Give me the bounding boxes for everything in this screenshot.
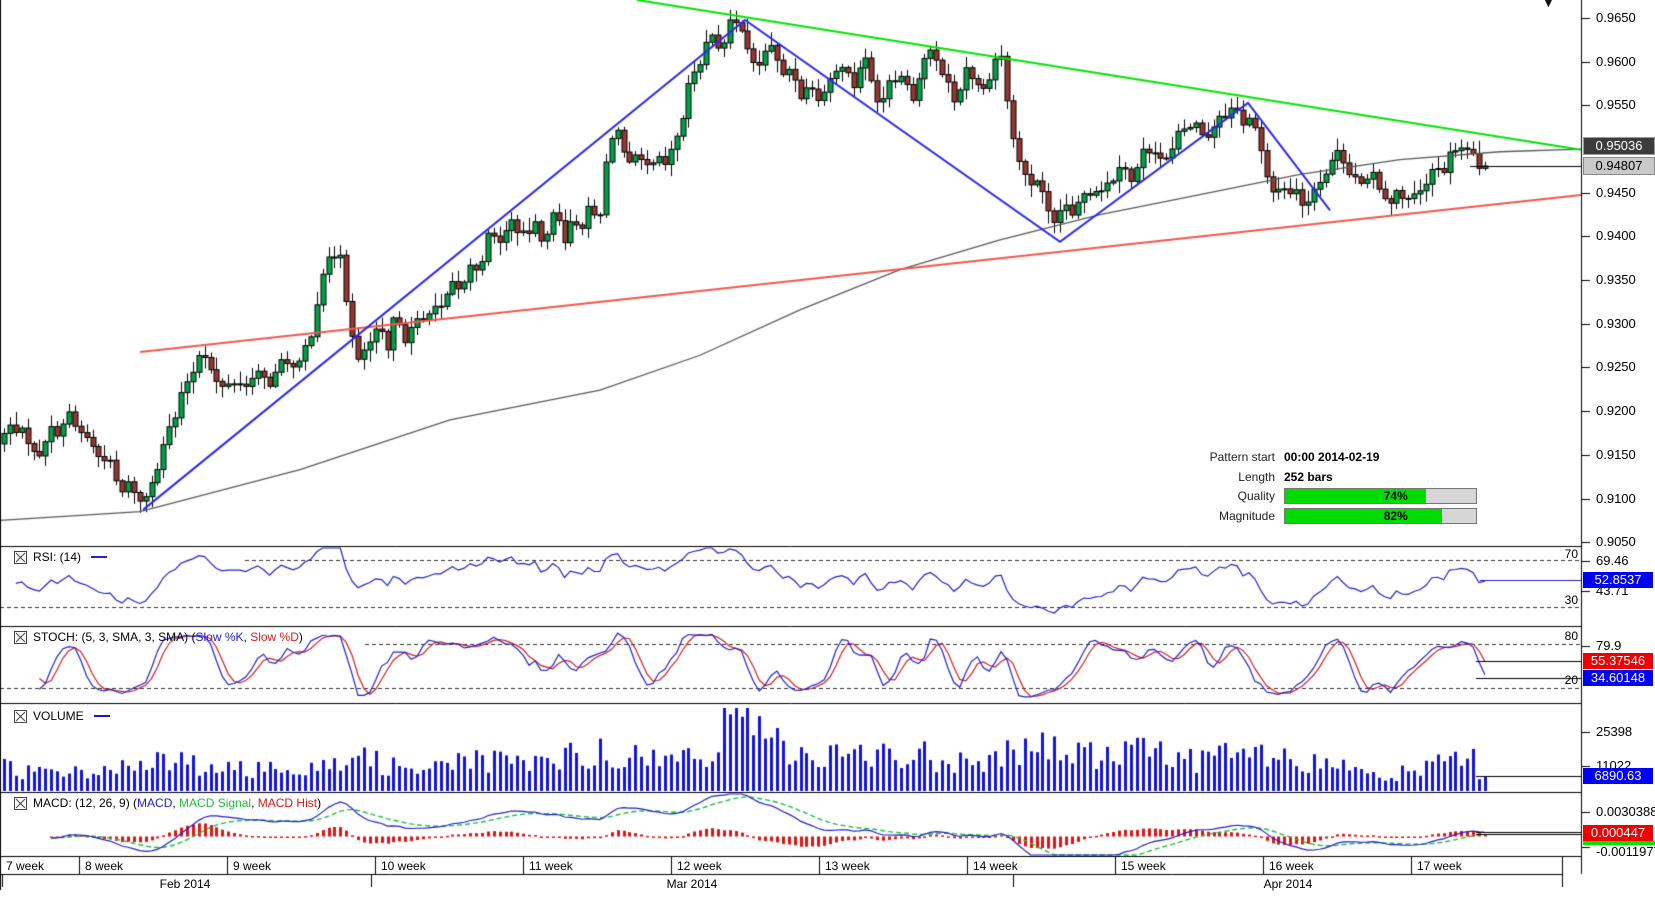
volume-value-badge: 6890.63: [1583, 768, 1653, 784]
stoch-d-badge: 55.37546: [1583, 653, 1653, 669]
pattern-quality-label: Quality: [1237, 489, 1275, 503]
week-label: 16 week: [1269, 859, 1314, 873]
week-label: 11 week: [529, 859, 573, 873]
pattern-start-value: 00:00 2014-02-19: [1284, 450, 1380, 464]
month-label: Apr 2014: [1263, 877, 1313, 891]
macd-signal-badge-strip: [1583, 841, 1655, 845]
week-label: 10 week: [381, 859, 426, 873]
stoch-d-legend: Slow %D: [250, 630, 299, 644]
price-tick-label: 0.9600: [1596, 54, 1636, 69]
price-tick-label: 0.9450: [1596, 185, 1636, 200]
price-tick-label: 0.9050: [1596, 534, 1636, 549]
bid-price-badge: 0.94807: [1583, 157, 1655, 175]
month-label: Feb 2014: [159, 877, 211, 891]
macd-legend: MACD: [137, 796, 173, 810]
stoch-level-80: 80: [1564, 629, 1578, 643]
rsi-level-70: 70: [1564, 547, 1578, 561]
macd-tick-high: 0.0030388: [1596, 804, 1655, 819]
rsi-value-badge: 52.8537: [1583, 572, 1653, 588]
magnitude-percent: 82%: [1383, 509, 1408, 523]
volume-title: VOLUME: [33, 709, 84, 723]
rsi-level-30: 30: [1564, 593, 1578, 607]
volume-header: VOLUME: [14, 709, 110, 723]
week-label: 15 week: [1121, 859, 1166, 873]
ma-price-badge: 0.95036: [1583, 137, 1655, 155]
macd-checkbox-icon[interactable]: [14, 796, 27, 810]
stoch-checkbox-icon[interactable]: [14, 630, 27, 644]
macd-value-badge: 0.000447: [1583, 825, 1653, 841]
pattern-length-label: Length: [1238, 470, 1275, 484]
volume-checkbox-icon[interactable]: [14, 709, 27, 723]
price-tick-label: 0.9350: [1596, 272, 1636, 287]
rsi-line-sample-icon: [91, 556, 108, 558]
rsi-checkbox-icon[interactable]: [14, 550, 27, 564]
magnitude-progress-bar: 82%: [1284, 508, 1477, 524]
magnitude-progress-fill: [1285, 509, 1442, 523]
month-label: Mar 2014: [666, 877, 718, 891]
macd-header: MACD: (12, 26, 9) (MACD, MACD Signal, MA…: [14, 796, 321, 810]
stoch-k-legend: Slow %K: [195, 630, 244, 644]
volume-tick-high: 25398: [1596, 724, 1633, 739]
week-label: 8 week: [85, 859, 124, 873]
rsi-title: RSI: (14): [33, 550, 82, 564]
price-tick-label: 0.9150: [1596, 447, 1636, 462]
price-tick-label: 0.9650: [1596, 10, 1636, 25]
price-tick-label: 0.9200: [1596, 403, 1636, 418]
stoch-tick: 79.9: [1596, 638, 1622, 653]
macd-signal-legend: MACD Signal: [179, 796, 252, 810]
price-tick-label: 0.9400: [1596, 228, 1636, 243]
rsi-tick-high: 69.46: [1596, 553, 1629, 568]
price-tick-label: 0.9300: [1596, 316, 1636, 331]
stoch-k-badge: 34.60148: [1583, 670, 1653, 686]
pattern-magnitude-label: Magnitude: [1218, 509, 1275, 523]
rsi-header: RSI: (14): [14, 550, 108, 564]
week-label: 12 week: [677, 859, 722, 873]
week-label: 9 week: [233, 859, 272, 873]
stoch-header: STOCH: (5, 3, SMA, 3, SMA) (Slow %K, Slo…: [14, 630, 303, 644]
week-label: 13 week: [825, 859, 870, 873]
price-tick-label: 0.9100: [1596, 491, 1636, 506]
pattern-length-value: 252 bars: [1284, 470, 1333, 484]
week-label: 17 week: [1417, 859, 1462, 873]
stoch-title: STOCH: (5, 3, SMA, 3, SMA) (Slow %K, Slo…: [33, 630, 303, 644]
quality-progress-fill: [1285, 489, 1427, 503]
price-tick-label: 0.9250: [1596, 359, 1636, 374]
stoch-level-20: 20: [1564, 673, 1578, 687]
macd-hist-legend: MACD Hist: [257, 796, 318, 810]
macd-tick-low: -0.0011977: [1596, 844, 1655, 859]
macd-title: MACD: (12, 26, 9) (MACD, MACD Signal, MA…: [33, 796, 322, 810]
week-label: 7 week: [6, 859, 45, 873]
price-tick-label: 0.9550: [1596, 97, 1636, 112]
arrow-marker-icon: ▼: [1541, 0, 1556, 11]
quality-percent: 74%: [1383, 489, 1408, 503]
pattern-start-label: Pattern start: [1209, 450, 1275, 464]
volume-line-sample-icon: [93, 715, 110, 717]
quality-progress-bar: 74%: [1284, 488, 1477, 504]
week-label: 14 week: [973, 859, 1018, 873]
